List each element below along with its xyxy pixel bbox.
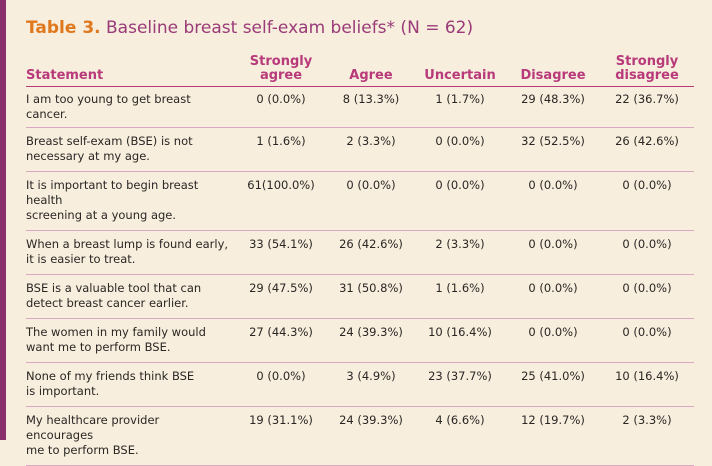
cell-strongly-disagree: 0 (0.0%): [622, 237, 672, 251]
table-caption: Table 3. Baseline breast self-exam belie…: [26, 18, 473, 38]
header-uncertain: Uncertain: [424, 68, 496, 83]
statement-line: necessary at my age.: [26, 149, 150, 163]
beliefs-table: Statement Strongly agree Agree Uncertain…: [26, 52, 694, 466]
cell-strongly-disagree: 0 (0.0%): [622, 325, 672, 339]
cell-agree: 26 (42.6%): [339, 237, 403, 251]
table-row: My healthcare provider encourages me to p…: [26, 407, 694, 466]
cell-uncertain: 1 (1.7%): [435, 92, 485, 106]
statement-line: It is important to begin breast health: [26, 178, 199, 207]
cell-strongly-disagree: 22 (36.7%): [615, 92, 679, 106]
cell-disagree: 12 (19.7%): [521, 413, 585, 427]
header-statement: Statement: [26, 68, 104, 83]
row-statement: When a breast lump is found early, it is …: [26, 231, 234, 275]
cell-strongly-agree: 0 (0.0%): [256, 369, 306, 383]
cell-strongly-agree: 33 (54.1%): [249, 237, 313, 251]
cell-strongly-agree: 27 (44.3%): [249, 325, 313, 339]
statement-line: detect breast cancer earlier.: [26, 296, 189, 310]
statement-line: me to perform BSE.: [26, 443, 139, 457]
statement-line: screening at a young age.: [26, 208, 177, 222]
table-row: The women in my family would want me to p…: [26, 319, 694, 363]
cell-disagree: 0 (0.0%): [528, 178, 578, 192]
header-strongly-disagree-line1: Strongly: [615, 54, 679, 69]
statement-line: The women in my family would: [26, 325, 206, 339]
cell-strongly-disagree: 10 (16.4%): [615, 369, 679, 383]
cell-disagree: 25 (41.0%): [521, 369, 585, 383]
cell-strongly-disagree: 2 (3.3%): [622, 413, 672, 427]
statement-line: is important.: [26, 384, 100, 398]
header-strongly-agree: Strongly agree: [234, 52, 328, 87]
statement-line: want me to perform BSE.: [26, 340, 171, 354]
row-statement: The women in my family would want me to p…: [26, 319, 234, 363]
cell-agree: 31 (50.8%): [339, 281, 403, 295]
cell-agree: 0 (0.0%): [346, 178, 396, 192]
cell-disagree: 0 (0.0%): [528, 237, 578, 251]
cell-strongly-agree: 19 (31.1%): [249, 413, 313, 427]
table-row: Breast self-exam (BSE) is not necessary a…: [26, 128, 694, 172]
header-strongly-disagree: Strongly disagree: [600, 52, 694, 87]
cell-uncertain: 10 (16.4%): [428, 325, 492, 339]
header-strongly-agree-line1: Strongly: [249, 54, 313, 69]
cell-strongly-agree: 0 (0.0%): [256, 92, 306, 106]
header-disagree: Disagree: [520, 68, 586, 83]
row-statement: I am too young to get breast cancer.: [26, 87, 234, 128]
cell-strongly-agree: 29 (47.5%): [249, 281, 313, 295]
cell-agree: 3 (4.9%): [346, 369, 396, 383]
table-number: Table 3.: [26, 18, 101, 38]
header-strongly-disagree-line2: disagree: [615, 68, 679, 83]
cell-disagree: 29 (48.3%): [521, 92, 585, 106]
cell-uncertain: 4 (6.6%): [435, 413, 485, 427]
table-row: None of my friends think BSE is important…: [26, 363, 694, 407]
statement-line: BSE is a valuable tool that can: [26, 281, 202, 295]
statement-line: it is easier to treat.: [26, 252, 136, 266]
table-title: Baseline breast self-exam beliefs* (N = …: [106, 18, 474, 38]
statement-line: I am too young to get breast cancer.: [26, 92, 191, 121]
table-row: When a breast lump is found early, it is …: [26, 231, 694, 275]
statement-line: None of my friends think BSE: [26, 369, 195, 383]
header-strongly-agree-line2: agree: [259, 68, 303, 83]
header-agree: Agree: [349, 68, 393, 83]
cell-uncertain: 0 (0.0%): [435, 134, 485, 148]
left-accent-bar: [0, 0, 6, 440]
cell-uncertain: 2 (3.3%): [435, 237, 485, 251]
cell-agree: 24 (39.3%): [339, 325, 403, 339]
cell-agree: 24 (39.3%): [339, 413, 403, 427]
statement-line: My healthcare provider encourages: [26, 413, 160, 442]
cell-strongly-disagree: 0 (0.0%): [622, 281, 672, 295]
cell-agree: 2 (3.3%): [346, 134, 396, 148]
row-statement: BSE is a valuable tool that can detect br…: [26, 275, 234, 319]
cell-uncertain: 0 (0.0%): [435, 178, 485, 192]
row-statement: Breast self-exam (BSE) is not necessary a…: [26, 128, 234, 172]
statement-line: Breast self-exam (BSE) is not: [26, 134, 193, 148]
cell-disagree: 0 (0.0%): [528, 281, 578, 295]
cell-disagree: 0 (0.0%): [528, 325, 578, 339]
cell-agree: 8 (13.3%): [342, 92, 400, 106]
table-row: BSE is a valuable tool that can detect br…: [26, 275, 694, 319]
row-statement: It is important to begin breast health sc…: [26, 172, 234, 231]
cell-uncertain: 1 (1.6%): [435, 281, 485, 295]
row-statement: None of my friends think BSE is important…: [26, 363, 234, 407]
cell-strongly-agree: 1 (1.6%): [256, 134, 306, 148]
table-row: It is important to begin breast health sc…: [26, 172, 694, 231]
cell-strongly-disagree: 26 (42.6%): [615, 134, 679, 148]
statement-line: When a breast lump is found early,: [26, 237, 229, 251]
cell-disagree: 32 (52.5%): [521, 134, 585, 148]
header-row: Statement Strongly agree Agree Uncertain…: [26, 52, 694, 87]
row-statement: My healthcare provider encourages me to p…: [26, 407, 234, 466]
cell-strongly-disagree: 0 (0.0%): [622, 178, 672, 192]
cell-uncertain: 23 (37.7%): [428, 369, 492, 383]
table-row: I am too young to get breast cancer. 0 (…: [26, 87, 694, 128]
cell-strongly-agree: 61(100.0%): [247, 178, 315, 192]
